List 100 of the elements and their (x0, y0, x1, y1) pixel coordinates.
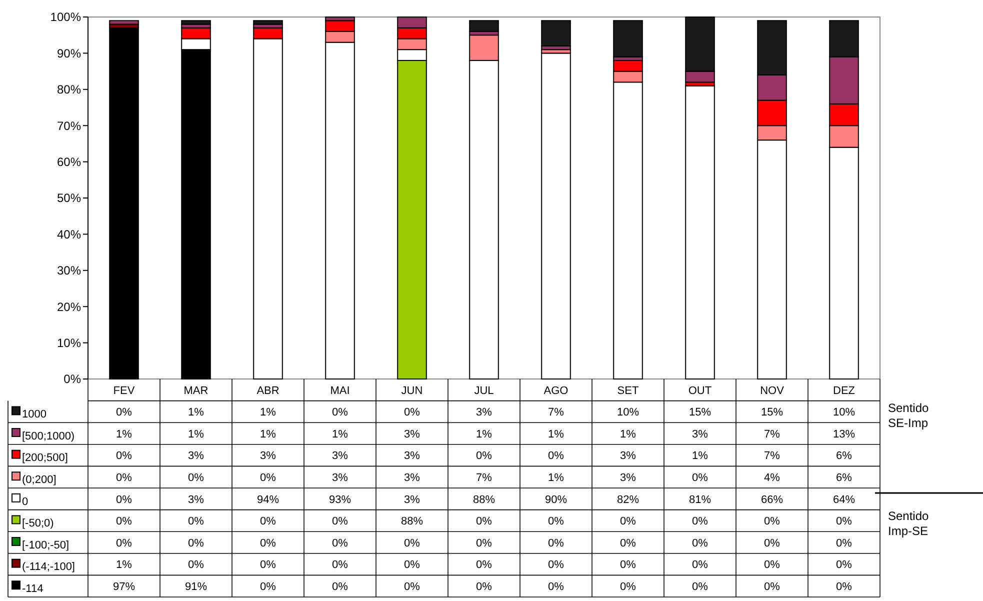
data-label: 0% (692, 516, 708, 528)
y-tick-label: 40% (56, 227, 82, 242)
text: Sentido Imp-SE (888, 509, 930, 538)
data-label: 7% (764, 428, 780, 440)
y-tick-label: 100% (50, 10, 82, 24)
data-label: 7% (476, 472, 492, 484)
data-label: 0% (692, 472, 708, 484)
y-tick-label: 60% (56, 155, 82, 169)
data-label: 0% (260, 559, 276, 572)
data-label: 3% (404, 450, 420, 462)
data-label: 3% (404, 428, 420, 440)
data-label: 3% (620, 450, 636, 462)
data-label: 64% (832, 494, 856, 506)
data-label: 66% (760, 494, 784, 506)
data-label: 0% (764, 537, 780, 550)
data-label: 1% (260, 428, 276, 440)
data-label: 10% (616, 406, 640, 419)
legend-label: [200;500] (22, 452, 68, 464)
data-label: 0% (260, 537, 276, 550)
data-label: 0% (116, 472, 132, 484)
data-label: 97% (112, 580, 136, 593)
data-label: 3% (332, 450, 348, 462)
data-label: 0% (116, 450, 132, 462)
data-label: 0% (548, 559, 564, 572)
bar (181, 20, 211, 25)
data-label: 88% (400, 516, 424, 528)
data-label: 0% (188, 537, 204, 550)
data-label: 0% (620, 537, 636, 550)
data-label: 3% (188, 494, 204, 506)
data-label: 0% (188, 559, 204, 572)
data-label: 94% (256, 494, 280, 506)
x-tick-label: AGO (544, 384, 569, 397)
data-label: 0% (476, 537, 492, 550)
data-label: 0% (692, 559, 708, 572)
data-label: 0% (332, 580, 348, 593)
data-label: 3% (332, 472, 348, 484)
data-label: 0% (548, 450, 564, 462)
data-label: 3% (260, 450, 276, 462)
y-tick-label: 50% (56, 191, 82, 206)
legend-label: [-50;0) (22, 518, 54, 530)
bar (253, 20, 283, 25)
data-label: 10% (832, 406, 856, 419)
data-label: 0% (692, 580, 708, 593)
bar (469, 20, 499, 32)
data-label: 0% (764, 516, 780, 528)
data-label: 0% (476, 450, 492, 462)
data-label: 0% (260, 516, 276, 528)
data-label: 0% (116, 494, 132, 506)
data-label: 88% (472, 494, 496, 506)
legend-label: 1000 (22, 408, 46, 421)
data-label: 1% (116, 559, 132, 572)
legend-label: [-100;-50] (22, 539, 70, 552)
data-label: 1% (260, 406, 276, 419)
data-label: 0% (116, 516, 132, 528)
data-label: 0% (548, 580, 564, 593)
data-label: 1% (692, 450, 708, 462)
data-label: 6% (836, 450, 852, 462)
data-label: 0% (188, 516, 204, 528)
data-label: 0% (116, 537, 132, 550)
legend-label: -114 (22, 582, 44, 595)
data-label: 0% (620, 580, 636, 593)
x-tick-label: JUN (401, 384, 423, 397)
y-tick-label: 90% (56, 46, 82, 60)
data-label: 1% (620, 428, 636, 440)
data-label: 0% (404, 537, 420, 550)
data-label: 0% (476, 559, 492, 572)
legend-label: 0 (22, 496, 28, 508)
data-label: 81% (688, 494, 712, 506)
data-label: 82% (616, 494, 640, 506)
data-label: 0% (404, 580, 420, 593)
data-label: 3% (404, 472, 420, 484)
data-label: 0% (620, 559, 636, 572)
data-label: 0% (332, 559, 348, 572)
data-label: 0% (548, 537, 564, 550)
data-label: 3% (620, 472, 636, 484)
x-tick-label: MAI (330, 384, 350, 397)
data-label: 93% (328, 494, 352, 506)
legend-label: (0;200] (22, 474, 56, 486)
bar (613, 20, 643, 58)
x-tick-label: NOV (760, 384, 785, 397)
x-tick-label: SET (617, 384, 639, 397)
data-label: 0% (260, 580, 276, 593)
data-label: 0% (836, 537, 852, 550)
data-label: 1% (548, 472, 564, 484)
data-label: 0% (188, 472, 204, 484)
data-label: 0% (476, 516, 492, 528)
y-tick-label: 20% (56, 300, 82, 314)
x-tick-label: OUT (688, 384, 712, 397)
data-label: 0% (332, 516, 348, 528)
data-label: 1% (332, 428, 348, 440)
data-label: 7% (548, 406, 564, 419)
data-label: 91% (184, 580, 208, 593)
data-label: 90% (544, 494, 568, 506)
data-label: 1% (188, 428, 204, 440)
bar (109, 27, 139, 380)
data-label: 0% (764, 559, 780, 572)
data-label: 0% (620, 516, 636, 528)
x-tick-label: DEZ (833, 384, 856, 397)
data-label: 3% (692, 428, 708, 440)
data-label: 7% (764, 450, 780, 462)
